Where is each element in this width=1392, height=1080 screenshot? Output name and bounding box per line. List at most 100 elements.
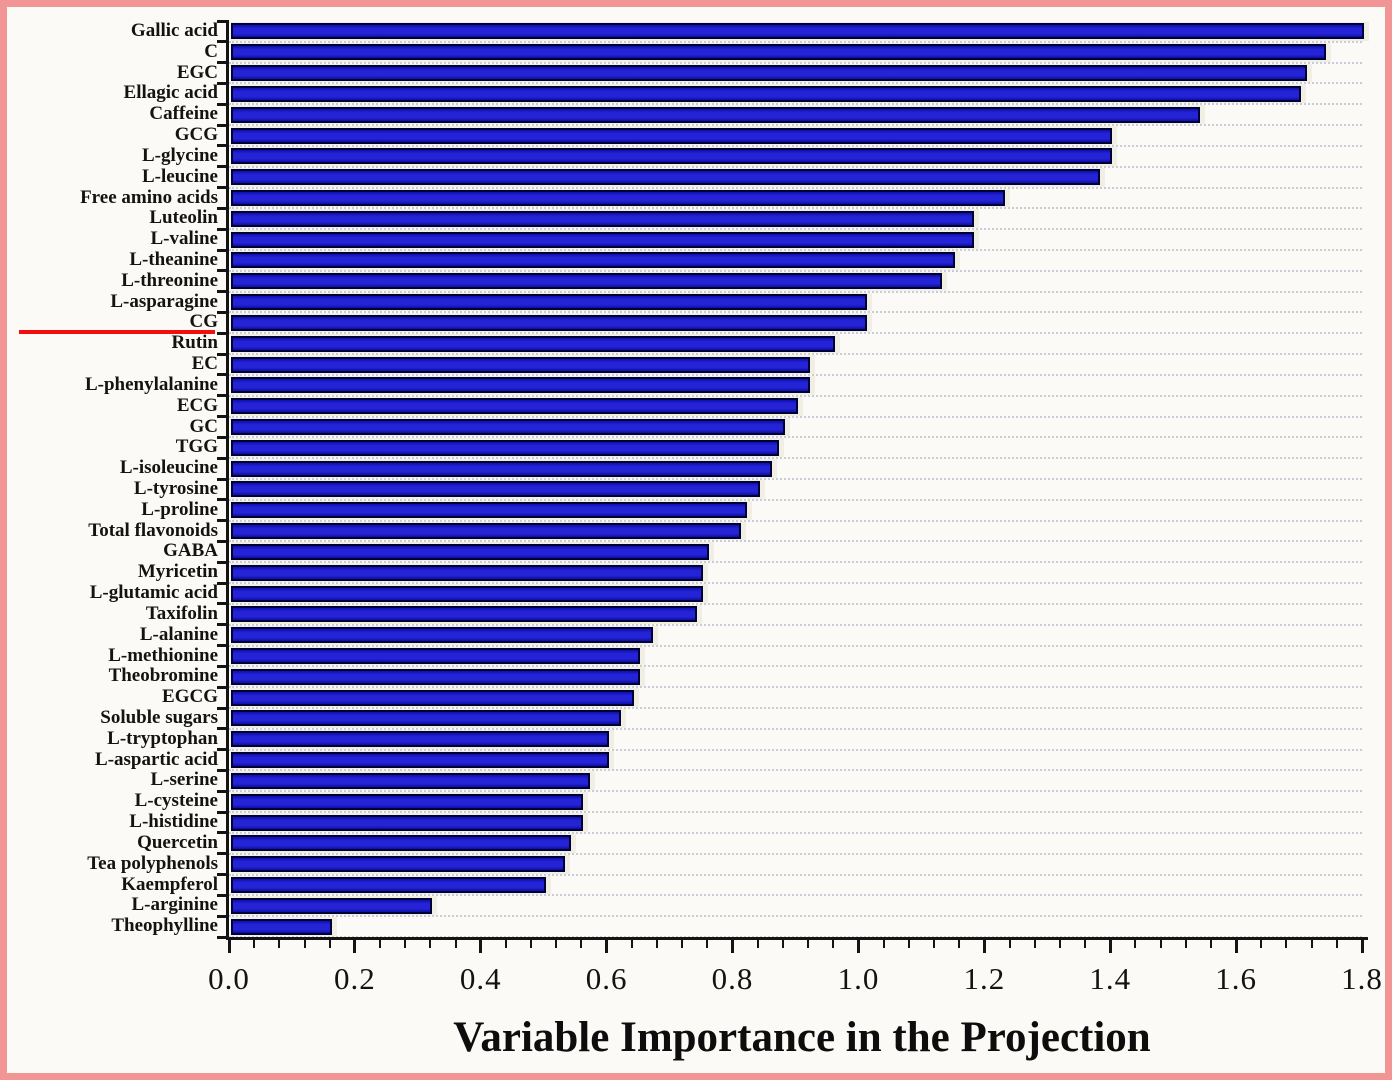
- x-axis-major-tick: [1234, 940, 1238, 953]
- x-axis-minor-tick: [807, 940, 810, 948]
- y-axis-tick: [217, 477, 229, 481]
- y-axis-tick: [217, 581, 229, 585]
- x-axis-minor-tick: [278, 940, 281, 948]
- vip-threshold-red-line: [19, 330, 215, 335]
- grid-line: [229, 915, 1362, 918]
- x-axis-minor-tick: [555, 940, 558, 948]
- y-axis-tick: [217, 498, 229, 502]
- category-label: L-histidine: [129, 811, 218, 833]
- x-axis-tick-label: 0.6: [585, 961, 628, 996]
- grid-line: [229, 623, 1362, 626]
- x-axis-tick-label: 1.6: [1215, 961, 1257, 996]
- y-axis-tick: [217, 61, 229, 65]
- category-label: C: [204, 40, 218, 62]
- y-axis-tick: [217, 623, 229, 627]
- category-label: Tea polyphenols: [87, 852, 218, 874]
- bar: [231, 127, 1113, 144]
- category-label: L-leucine: [142, 165, 218, 187]
- grid-line: [229, 478, 1362, 480]
- grid-line: [229, 373, 1362, 376]
- x-axis-line: [226, 937, 1368, 940]
- category-label: Rutin: [171, 332, 218, 354]
- y-axis-tick: [217, 768, 229, 772]
- bar: [231, 564, 704, 581]
- x-axis-minor-tick: [454, 940, 457, 948]
- category-label: Free amino acids: [80, 186, 218, 208]
- grid-line: [229, 186, 1362, 189]
- x-axis-minor-tick: [379, 940, 382, 948]
- grid-line: [229, 269, 1362, 272]
- y-axis-tick: [217, 706, 229, 710]
- bar: [231, 418, 785, 435]
- x-axis-minor-tick: [832, 940, 835, 948]
- grid-line: [229, 873, 1362, 876]
- bar: [231, 606, 697, 623]
- bar: [231, 210, 974, 227]
- category-label: Caffeine: [149, 103, 218, 125]
- category-label: L-glutamic acid: [89, 582, 218, 604]
- bar: [231, 273, 943, 290]
- x-axis-minor-tick: [756, 940, 759, 948]
- bar: [231, 335, 836, 352]
- y-axis-line: [226, 21, 229, 940]
- x-axis-minor-tick: [404, 940, 407, 948]
- bar: [231, 65, 1308, 82]
- y-axis-tick: [217, 935, 229, 939]
- y-axis-tick: [217, 748, 229, 752]
- bar: [231, 876, 546, 893]
- category-label: TGG: [175, 436, 218, 458]
- bar: [231, 647, 641, 664]
- bar: [231, 377, 811, 394]
- x-axis-minor-tick: [1159, 940, 1162, 948]
- x-axis-minor-tick: [706, 940, 709, 948]
- bar: [231, 460, 773, 477]
- bar: [231, 439, 779, 456]
- category-label: GCG: [174, 124, 218, 146]
- x-axis-minor-tick: [253, 940, 256, 948]
- bar: [231, 481, 760, 498]
- bar: [231, 585, 704, 602]
- bar: [231, 169, 1100, 186]
- bar: [231, 627, 653, 644]
- y-axis-tick: [217, 644, 229, 648]
- grid-line: [229, 415, 1362, 418]
- category-label: L-arginine: [131, 894, 218, 916]
- bar: [231, 85, 1302, 102]
- y-axis-tick: [217, 352, 229, 356]
- grid-line: [229, 561, 1362, 564]
- bar: [231, 294, 867, 311]
- y-axis-tick: [217, 269, 229, 273]
- category-label: Total flavonoids: [88, 519, 218, 541]
- y-axis-tick: [217, 102, 229, 106]
- grid-line: [229, 727, 1362, 730]
- bar: [231, 543, 710, 560]
- category-label: L-phenylalanine: [84, 373, 218, 395]
- grid-line: [229, 103, 1362, 106]
- y-axis-tick: [217, 789, 229, 793]
- category-label: L-isoleucine: [119, 457, 218, 479]
- bar: [231, 189, 1006, 206]
- category-label: EGC: [176, 61, 218, 83]
- y-axis-tick: [217, 602, 229, 606]
- category-label: L-methionine: [108, 644, 218, 666]
- y-axis-tick: [217, 539, 229, 543]
- x-axis-minor-tick: [1209, 940, 1212, 948]
- category-label: L-tyrosine: [133, 478, 218, 499]
- category-label: L-theanine: [129, 249, 218, 270]
- bar: [231, 356, 811, 373]
- x-axis-minor-tick: [1335, 940, 1338, 948]
- bar: [231, 231, 974, 248]
- grid-line: [229, 811, 1362, 814]
- grid-line: [229, 602, 1362, 605]
- y-axis-tick: [217, 40, 229, 44]
- x-axis-minor-tick: [429, 940, 432, 948]
- bar: [231, 856, 565, 873]
- category-label: Theophylline: [111, 915, 218, 937]
- y-axis-tick: [217, 123, 229, 127]
- x-axis-major-tick: [1108, 940, 1112, 953]
- y-axis-tick: [217, 227, 229, 231]
- category-label: Ellagic acid: [123, 82, 218, 104]
- y-axis-tick: [217, 248, 229, 252]
- grid-line: [229, 852, 1362, 855]
